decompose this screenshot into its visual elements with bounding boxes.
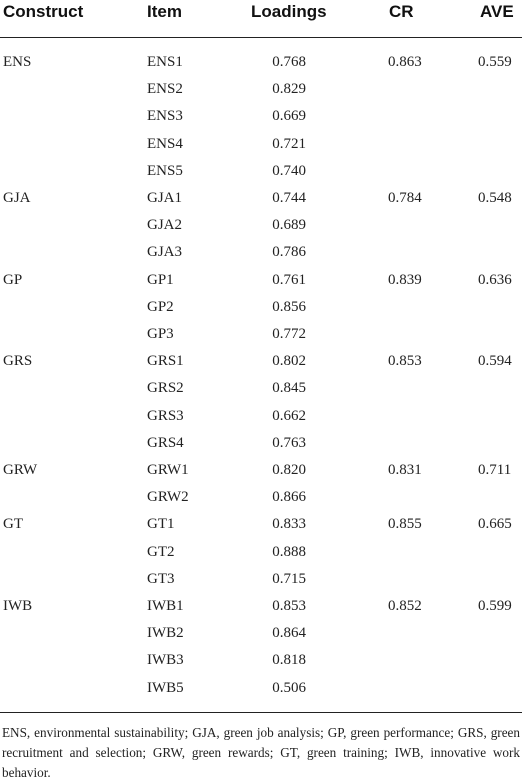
cell-ave: 0.665	[478, 516, 512, 533]
cell-construct: GT	[3, 516, 23, 533]
cell-loading: 0.856	[272, 298, 306, 315]
cell-item: GJA2	[147, 217, 183, 234]
cell-cr: 0.852	[388, 598, 422, 614]
table-header: Construct Item Loadings CR AVE	[0, 0, 522, 38]
cell-loading: 0.721	[272, 135, 306, 152]
bottom-rule	[0, 712, 522, 713]
cell-item: GJA1	[147, 190, 183, 206]
header-loadings: Loadings	[251, 2, 327, 21]
cell-loading: 0.833	[272, 516, 306, 533]
header-ave: AVE	[480, 2, 514, 21]
cell-item: GJA3	[147, 244, 183, 261]
cell-item: GRW2	[147, 489, 189, 506]
cell-loading: 0.768	[272, 54, 306, 70]
cell-item: GRS2	[147, 380, 184, 397]
cell-cr: 0.831	[388, 462, 422, 478]
cell-ave: 0.599	[478, 598, 512, 614]
cell-cr: 0.863	[388, 54, 422, 70]
cell-loading: 0.761	[272, 271, 306, 288]
cell-construct: GRW	[3, 462, 38, 478]
cell-loading: 0.820	[272, 462, 306, 478]
cell-ave: 0.636	[478, 271, 512, 288]
cell-item: GT3	[147, 570, 175, 587]
cell-loading: 0.818	[272, 652, 306, 669]
cell-item: ENS2	[147, 81, 183, 98]
cell-loading: 0.888	[272, 543, 306, 560]
cell-item: GP2	[147, 298, 174, 315]
cell-item: GP1	[147, 271, 174, 288]
cell-item: ENS1	[147, 54, 183, 70]
cell-cr: 0.853	[388, 353, 422, 370]
cell-loading: 0.853	[272, 598, 306, 614]
cell-construct: IWB	[3, 598, 33, 614]
cell-loading: 0.763	[272, 434, 306, 451]
cell-loading: 0.744	[272, 190, 306, 206]
cell-item: IWB3	[147, 652, 184, 669]
cell-construct: GJA	[3, 190, 31, 206]
table-footnote: ENS, environmental sustainability; GJA, …	[2, 725, 520, 780]
header-rule	[0, 37, 522, 38]
cell-loading: 0.864	[272, 625, 306, 642]
cell-loading: 0.715	[272, 570, 306, 587]
cell-item: GRS3	[147, 407, 184, 424]
cell-loading: 0.669	[272, 108, 306, 125]
cell-item: GT2	[147, 543, 175, 560]
cell-loading: 0.866	[272, 489, 306, 506]
cell-item: GT1	[147, 516, 175, 533]
cell-construct: GRS	[3, 353, 33, 370]
cell-ave: 0.559	[478, 54, 512, 70]
header-construct: Construct	[3, 2, 84, 21]
cell-loading: 0.772	[272, 326, 306, 342]
cell-ave: 0.711	[478, 462, 512, 478]
cell-loading: 0.662	[272, 407, 306, 424]
cell-item: ENS5	[147, 162, 183, 179]
cell-loading: 0.506	[272, 679, 306, 696]
cell-construct: GP	[3, 271, 23, 288]
cell-item: GRS4	[147, 434, 184, 451]
cell-loading: 0.689	[272, 217, 306, 234]
cell-item: GRW1	[147, 462, 189, 478]
cell-item: IWB5	[147, 679, 184, 696]
cell-loading: 0.829	[272, 81, 306, 98]
header-item: Item	[147, 2, 182, 21]
cell-item: ENS4	[147, 135, 183, 152]
cell-cr: 0.839	[388, 271, 422, 288]
cell-item: GP3	[147, 326, 174, 342]
cell-construct: ENS	[3, 54, 32, 70]
cell-loading: 0.740	[272, 162, 306, 179]
cell-cr: 0.855	[388, 516, 422, 533]
cell-loading: 0.845	[272, 380, 306, 397]
cell-cr: 0.784	[388, 190, 422, 206]
header-cr: CR	[389, 2, 414, 21]
cell-loading: 0.802	[272, 353, 306, 370]
cell-loading: 0.786	[272, 244, 306, 261]
cell-item: GRS1	[147, 353, 184, 370]
cell-ave: 0.594	[478, 353, 512, 370]
cell-item: ENS3	[147, 108, 183, 125]
cell-item: IWB2	[147, 625, 184, 642]
cell-item: IWB1	[147, 598, 184, 614]
cell-ave: 0.548	[478, 190, 512, 206]
